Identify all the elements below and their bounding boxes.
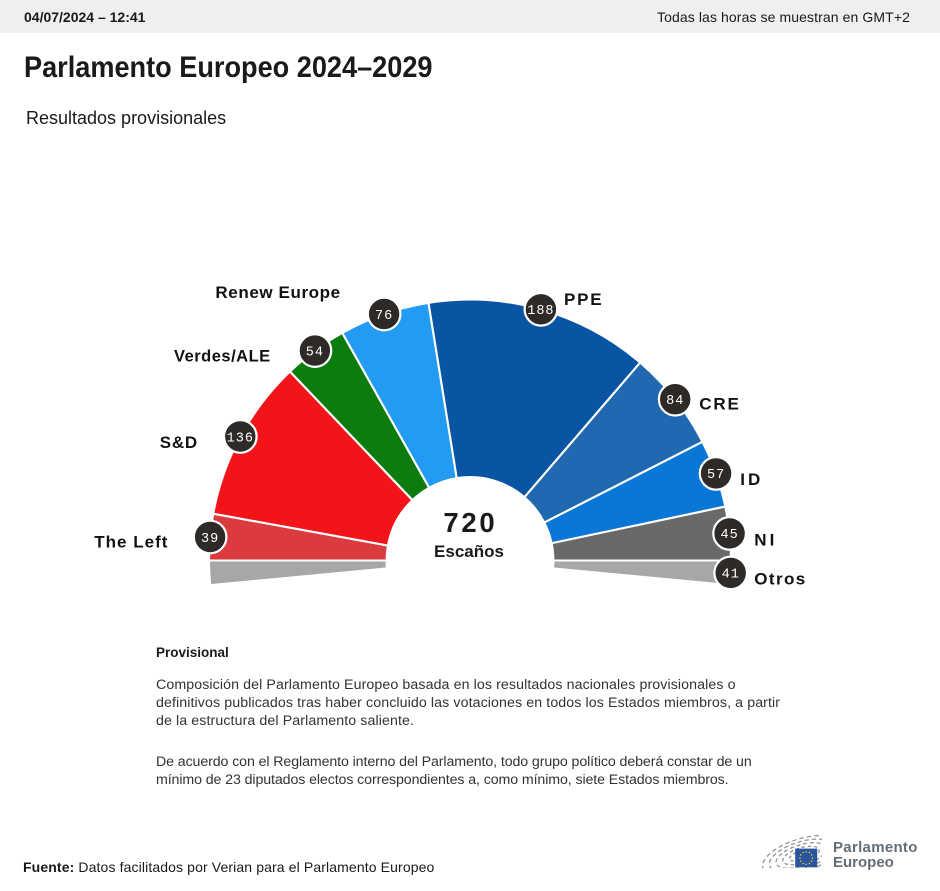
svg-text:Europeo: Europeo [833,854,894,871]
svg-text:188: 188 [527,304,554,319]
svg-text:ID: ID [740,470,763,489]
svg-text:57: 57 [707,468,725,483]
svg-text:54: 54 [306,345,324,360]
svg-text:136: 136 [227,431,254,446]
svg-text:S&D: S&D [160,433,198,452]
svg-text:CRE: CRE [699,395,740,414]
svg-text:NI: NI [754,531,777,550]
svg-text:Otros: Otros [754,570,806,589]
svg-text:Parlamento: Parlamento [833,839,918,856]
svg-text:PPE: PPE [564,290,603,309]
svg-text:Verdes/ALE: Verdes/ALE [174,347,271,365]
svg-text:41: 41 [722,568,740,583]
svg-text:Renew Europe: Renew Europe [215,283,340,302]
svg-text:720: 720 [443,507,497,538]
svg-text:45: 45 [720,528,738,543]
svg-text:Escaños: Escaños [434,542,504,561]
svg-text:76: 76 [375,309,393,324]
svg-text:39: 39 [201,532,219,547]
svg-text:84: 84 [666,394,684,409]
svg-text:The Left: The Left [94,533,168,552]
